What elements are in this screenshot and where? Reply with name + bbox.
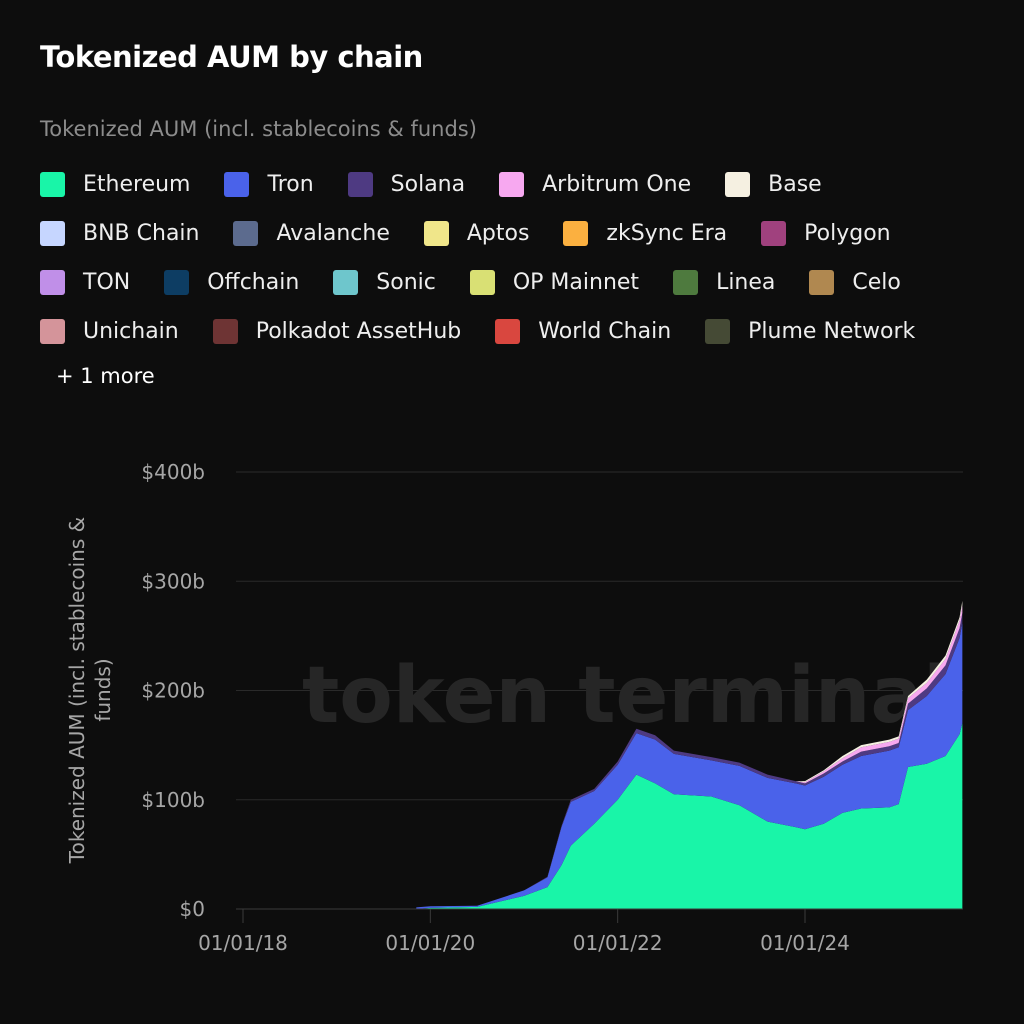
legend-label: Aptos [466, 221, 530, 246]
legend-row: BNB Chain Avalanche Aptos zkSync Era Polygon [40, 209, 949, 258]
legend-label: Linea [716, 270, 776, 295]
legend-item-offchain[interactable]: Offchain [164, 270, 299, 295]
legend-label: Avalanche [276, 221, 390, 246]
legend-item-bnb-chain[interactable]: BNB Chain [40, 221, 199, 246]
legend-label: Polkadot AssetHub [255, 319, 462, 344]
legend-swatch [40, 172, 65, 197]
legend-swatch [40, 319, 65, 344]
legend-label: World Chain [538, 319, 672, 344]
legend-item-plume-network[interactable]: Plume Network [705, 319, 915, 344]
legend-swatch [761, 221, 787, 246]
legend-item-world-chain[interactable]: World Chain [495, 319, 671, 344]
legend-swatch [347, 172, 373, 197]
y-tick-label: $100b [141, 788, 205, 812]
x-tick-label: 01/01/24 [760, 931, 850, 955]
legend-item-polkadot-assethub[interactable]: Polkadot AssetHub [212, 319, 462, 344]
legend-swatch [212, 319, 238, 344]
legend-row: TON Offchain Sonic OP Mainnet Linea Celo [40, 258, 949, 307]
legend-item-solana[interactable]: Solana [347, 172, 466, 197]
series-area-tron [416, 622, 963, 909]
y-tick-label: $200b [141, 679, 205, 703]
legend-item-unichain[interactable]: Unichain [40, 319, 179, 344]
legend-label: Ethereum [83, 172, 191, 197]
legend-item-op-mainnet[interactable]: OP Mainnet [469, 270, 640, 295]
watermark-logo: token terminal [302, 651, 950, 741]
legend-label: Solana [390, 172, 466, 197]
legend-label: Offchain [207, 270, 300, 295]
legend-label: Sonic [376, 270, 436, 295]
legend-label: Arbitrum One [542, 172, 692, 197]
legend-swatch [164, 270, 190, 295]
y-axis-label: Tokenized AUM (incl. stablecoins & funds) [65, 517, 115, 864]
y-tick-label: $400b [141, 460, 205, 484]
chart-subtitle: Tokenized AUM (incl. stablecoins & funds… [40, 117, 477, 141]
legend-item-linea[interactable]: Linea [673, 270, 775, 295]
legend-swatch [495, 319, 521, 344]
x-tick-label: 01/01/20 [385, 931, 475, 955]
legend-label: Unichain [83, 319, 179, 344]
legend-swatch [725, 172, 751, 197]
legend-swatch [423, 221, 449, 246]
legend-swatch [233, 221, 259, 246]
legend-label: BNB Chain [83, 221, 200, 246]
legend-item-ethereum[interactable]: Ethereum [40, 172, 190, 197]
legend-swatch [40, 221, 65, 246]
legend-item-polygon[interactable]: Polygon [761, 221, 891, 246]
legend-item-avalanche[interactable]: Avalanche [233, 221, 390, 246]
legend-swatch [224, 172, 250, 197]
chart-title: Tokenized AUM by chain [40, 40, 423, 74]
series-area-ethereum [416, 723, 963, 909]
y-axis-label-line: funds) [91, 658, 115, 721]
legend-label: Tron [267, 172, 314, 197]
legend-item-ton[interactable]: TON [40, 270, 130, 295]
legend-item-arbitrum-one[interactable]: Arbitrum One [499, 172, 691, 197]
legend-swatch [469, 270, 495, 295]
x-tick-label: 01/01/22 [573, 931, 663, 955]
legend-row: Ethereum Tron Solana Arbitrum One Base [40, 160, 949, 209]
legend-item-celo[interactable]: Celo [809, 270, 901, 295]
legend-swatch [40, 270, 65, 295]
legend-item-zksync-era[interactable]: zkSync Era [563, 221, 727, 246]
legend: Ethereum Tron Solana Arbitrum One Base BNB Ch… [40, 160, 949, 356]
more-legend-button[interactable]: + 1 more [56, 364, 155, 388]
y-tick-label: $0 [180, 897, 205, 921]
legend-label: OP Mainnet [512, 270, 640, 295]
legend-item-sonic[interactable]: Sonic [333, 270, 436, 295]
legend-label: zkSync Era [606, 221, 728, 246]
legend-item-aptos[interactable]: Aptos [423, 221, 530, 246]
y-tick-label: $300b [141, 569, 205, 593]
legend-swatch [673, 270, 699, 295]
legend-label: Polygon [804, 221, 891, 246]
legend-swatch [705, 319, 731, 344]
legend-swatch [499, 172, 525, 197]
legend-label: Celo [852, 270, 901, 295]
legend-swatch [563, 221, 589, 246]
legend-row: Unichain Polkadot AssetHub World Chain Plum… [40, 307, 949, 356]
legend-swatch [809, 270, 835, 295]
x-tick-label: 01/01/18 [198, 931, 288, 955]
legend-label: Base [768, 172, 822, 197]
legend-swatch [333, 270, 359, 295]
legend-item-base[interactable]: Base [725, 172, 822, 197]
legend-item-tron[interactable]: Tron [224, 172, 314, 197]
y-axis-label-line: Tokenized AUM (incl. stablecoins & [65, 517, 89, 864]
legend-label: TON [83, 270, 131, 295]
legend-label: Plume Network [748, 319, 916, 344]
